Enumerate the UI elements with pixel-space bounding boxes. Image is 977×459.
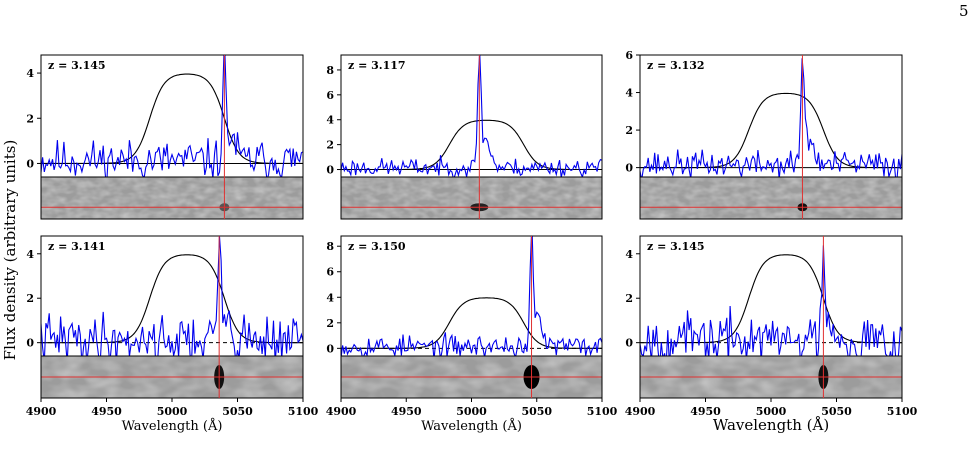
redshift-label: z = 3.150 xyxy=(348,240,406,253)
x-tick-label: 5100 xyxy=(587,405,618,418)
spectrum-panel-6: 0 2 4 z = 3.145 4900 4950 5000 5050 5100 xyxy=(625,235,918,418)
spectrum-2d-frame xyxy=(639,176,903,220)
spectrum-2d-texture xyxy=(341,177,602,219)
x-tick-label: 4900 xyxy=(326,405,357,418)
y-tick-label: 0 xyxy=(625,162,633,175)
spectrum-panel-2: 0 2 4 6 8 z = 3.117 xyxy=(326,54,603,220)
filter-curve xyxy=(640,254,902,344)
x-tick-label: 5100 xyxy=(887,405,918,418)
y-tick-label: 8 xyxy=(326,64,334,77)
y-tick-label: 4 xyxy=(26,248,34,261)
spectrum-line xyxy=(640,245,902,356)
y-tick-label: 2 xyxy=(625,124,633,137)
x-axis-label: Wavelength (Å) xyxy=(421,418,522,434)
x-tick-label: 5050 xyxy=(521,405,552,418)
y-tick-label: 6 xyxy=(326,89,334,102)
spectrum-axes-frame xyxy=(639,54,903,178)
x-axis-label: Wavelength (Å) xyxy=(713,416,829,434)
y-tick-label: 0 xyxy=(326,342,334,355)
spectrum-line xyxy=(41,236,303,356)
y-tick-label: 0 xyxy=(26,157,34,170)
spectrum-panel-1: 0 2 4 z = 3.145 xyxy=(26,54,304,220)
spectrum-line xyxy=(341,236,602,356)
redshift-label: z = 3.145 xyxy=(48,59,106,72)
y-tick-label: 4 xyxy=(326,114,334,127)
spectrum-panel-3: 0 2 4 6 z = 3.132 xyxy=(625,49,903,220)
redshift-label: z = 3.117 xyxy=(348,59,406,72)
y-tick-label: 0 xyxy=(26,337,34,350)
y-tick-label: 2 xyxy=(326,317,334,330)
y-tick-label: 2 xyxy=(625,292,633,305)
spectrum-2d-texture xyxy=(640,177,902,219)
y-tick-label: 0 xyxy=(326,164,334,177)
filter-curve xyxy=(41,73,303,164)
spectrum-line xyxy=(341,55,602,177)
page-number: 5 xyxy=(959,2,969,20)
spectrum-2d-frame xyxy=(40,176,304,220)
filter-curve xyxy=(341,297,602,349)
x-tick-label: 5100 xyxy=(288,405,319,418)
y-tick-label: 4 xyxy=(26,67,34,80)
spectrum-line xyxy=(640,58,902,177)
x-tick-label: 5000 xyxy=(756,405,787,418)
y-tick-label: 8 xyxy=(326,240,334,253)
y-tick-label: 4 xyxy=(625,87,633,100)
y-tick-label: 2 xyxy=(326,139,334,152)
y-tick-label: 4 xyxy=(326,291,334,304)
y-tick-label: 0 xyxy=(625,337,633,350)
y-tick-label: 2 xyxy=(26,292,34,305)
x-tick-label: 4900 xyxy=(26,405,57,418)
x-tick-label: 4950 xyxy=(391,405,422,418)
x-tick-label: 4950 xyxy=(91,405,122,418)
x-tick-label: 4900 xyxy=(625,405,656,418)
x-axis-label: Wavelength (Å) xyxy=(122,418,223,434)
redshift-label: z = 3.145 xyxy=(647,240,705,253)
y-tick-label: 4 xyxy=(625,248,633,261)
x-tick-label: 5000 xyxy=(157,405,188,418)
filter-curve xyxy=(41,254,303,344)
spectrum-line xyxy=(41,55,303,177)
spectrum-panel-5: 0 2 4 6 8 z = 3.150 4900 4950 5000 5050 5100 xyxy=(326,235,618,418)
spectrum-panel-4: 0 2 4 z = 3.141 4900 4950 5000 5050 5100 xyxy=(26,235,319,418)
x-tick-label: 5050 xyxy=(821,405,852,418)
redshift-label: z = 3.132 xyxy=(647,59,705,72)
spectrum-2d-texture xyxy=(41,177,303,219)
x-tick-label: 4950 xyxy=(690,405,721,418)
y-tick-label: 2 xyxy=(26,112,34,125)
spectrum-2d-frame xyxy=(340,176,603,220)
filter-curve xyxy=(640,92,902,169)
x-tick-label: 5050 xyxy=(222,405,253,418)
y-tick-label: 6 xyxy=(326,266,334,279)
y-tick-label: 6 xyxy=(625,49,633,62)
redshift-label: z = 3.141 xyxy=(48,240,106,253)
spectrum-axes-frame xyxy=(340,54,603,178)
x-tick-label: 5000 xyxy=(456,405,487,418)
filter-curve xyxy=(341,119,602,171)
